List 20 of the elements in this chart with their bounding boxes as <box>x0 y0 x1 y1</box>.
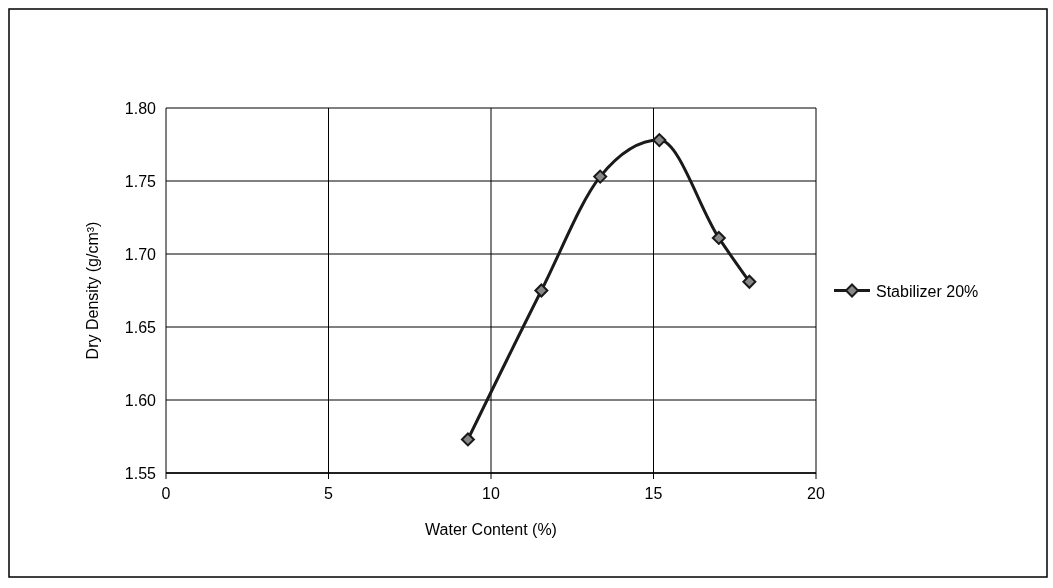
y-tick-label: 1.70 <box>124 246 157 263</box>
y-axis-title: Dry Density (g/cm³) <box>84 221 101 360</box>
point <box>652 133 667 148</box>
y-tick-label: 1.80 <box>124 100 157 117</box>
x-tick-label: 5 <box>324 485 334 502</box>
point <box>460 432 475 447</box>
point <box>711 230 726 245</box>
y-tick-label: 1.55 <box>124 465 157 482</box>
x-tick-label: 0 <box>161 485 171 502</box>
y-tick-label: 1.60 <box>124 392 157 409</box>
x-tick-label: 20 <box>807 485 825 502</box>
x-tick-label: 15 <box>644 485 663 502</box>
x-axis-title: Water Content (%) <box>425 521 557 538</box>
y-tick-label: 1.75 <box>124 173 157 190</box>
legend-label: Stabilizer 20% <box>876 282 979 300</box>
y-tick-label: 1.65 <box>124 319 157 336</box>
point <box>534 283 549 298</box>
point <box>593 169 608 184</box>
x-tick-label: 10 <box>482 485 500 502</box>
point <box>742 274 757 289</box>
